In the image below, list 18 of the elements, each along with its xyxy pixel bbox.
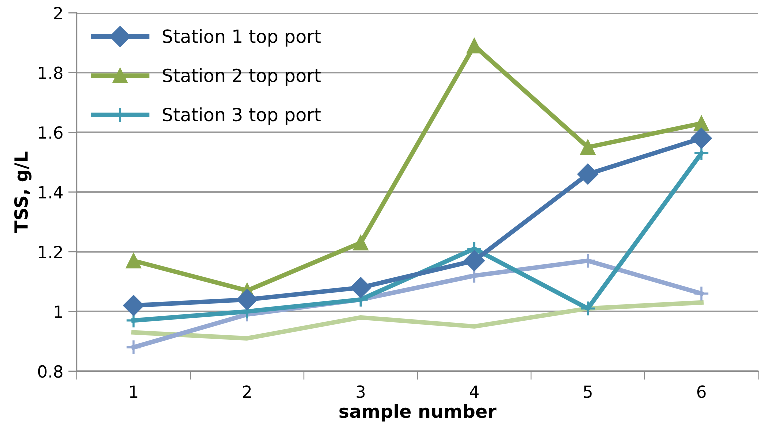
- legend-label: Station 3 top port: [163, 108, 321, 126]
- x-axis-title: sample number: [340, 404, 497, 422]
- legend-label: Station 1 top port: [163, 29, 321, 47]
- y-tick-label: 1: [55, 306, 62, 318]
- y-tick-label: 1.2: [39, 246, 62, 258]
- x-tick-label: 2: [243, 386, 251, 398]
- x-tick-label: 1: [130, 386, 138, 398]
- x-tick-label: 4: [470, 386, 479, 398]
- x-tick-label: 5: [584, 386, 592, 398]
- y-tick-label: 1.8: [39, 66, 63, 80]
- x-tick-label: 3: [356, 386, 365, 398]
- legend-label: Station 2 top port: [163, 68, 321, 86]
- y-tick-label: 1.6: [39, 126, 63, 140]
- y-tick-label: 1.4: [39, 186, 63, 199]
- y-tick-label: 0.8: [38, 365, 63, 378]
- y-tick-label: 2: [54, 7, 62, 20]
- x-tick-label: 6: [698, 386, 706, 398]
- y-axis-title: TSS, g/L: [14, 152, 32, 234]
